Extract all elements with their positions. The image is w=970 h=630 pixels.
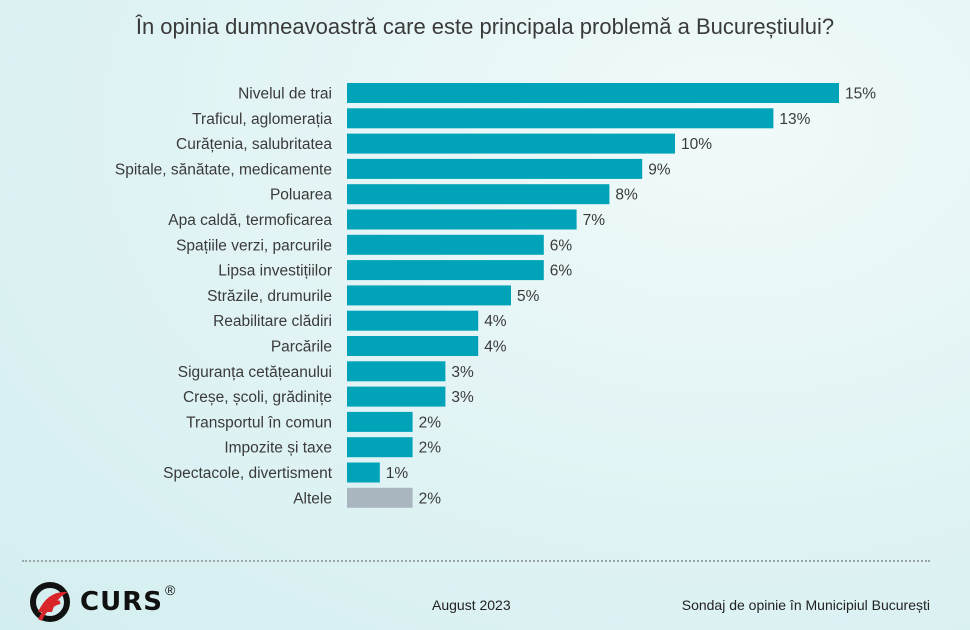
- bar: [347, 462, 380, 483]
- value-label: 3%: [451, 389, 474, 406]
- curs-logo-icon: [30, 582, 70, 622]
- value-label: 6%: [550, 237, 573, 254]
- value-label: 7%: [583, 212, 606, 229]
- bar: [347, 386, 446, 407]
- value-label: 9%: [648, 161, 671, 178]
- survey-source: Sondaj de opinie în Municipiul București: [681, 597, 930, 613]
- category-label: Transportul în comun: [186, 414, 332, 431]
- value-label: 4%: [484, 313, 507, 330]
- category-label: Parcările: [271, 339, 332, 356]
- category-label: Spectacole, divertisment: [163, 465, 333, 482]
- category-label: Altele: [293, 490, 332, 507]
- category-label: Curățenia, salubritatea: [176, 136, 332, 153]
- value-label: 8%: [615, 187, 638, 204]
- value-label: 5%: [517, 288, 540, 305]
- category-label: Apa caldă, termoficarea: [168, 212, 332, 229]
- bar: [347, 108, 774, 129]
- curs-logo: CURS ®: [30, 582, 175, 622]
- bar: [347, 285, 511, 306]
- logo-text: CURS: [80, 587, 163, 617]
- value-label: 2%: [419, 414, 442, 431]
- footer-divider: [22, 560, 930, 562]
- category-label: Creșe, școli, grădinițe: [183, 389, 332, 406]
- value-label: 13%: [779, 111, 810, 128]
- value-label: 4%: [484, 339, 507, 356]
- value-label: 10%: [681, 136, 712, 153]
- category-label: Spitale, sănătate, medicamente: [115, 161, 332, 178]
- value-label: 6%: [550, 263, 573, 280]
- category-label: Reabilitare clădiri: [213, 313, 332, 330]
- bar: [347, 133, 675, 154]
- bar: [347, 209, 577, 230]
- category-label: Poluarea: [270, 187, 332, 204]
- value-label: 15%: [845, 86, 876, 103]
- value-label: 2%: [419, 490, 442, 507]
- bar: [347, 437, 413, 458]
- bar: [347, 310, 479, 331]
- bar: [347, 83, 839, 103]
- category-label: Străzile, drumurile: [207, 288, 332, 305]
- category-label: Spațiile verzi, parcurile: [176, 237, 332, 254]
- category-label: Lipsa investițiilor: [218, 263, 332, 280]
- bar: [347, 234, 544, 255]
- registered-mark: ®: [164, 582, 176, 598]
- bar: [347, 184, 610, 205]
- category-label: Siguranța cetățeanului: [178, 364, 332, 381]
- category-label: Nivelul de trai: [238, 86, 332, 103]
- value-label: 2%: [419, 440, 442, 457]
- bar: [347, 361, 446, 382]
- bar: [347, 260, 544, 281]
- category-label: Traficul, aglomerația: [192, 111, 332, 128]
- value-label: 1%: [386, 465, 409, 482]
- bar: [347, 158, 643, 179]
- bar: [347, 487, 413, 508]
- bar: [347, 411, 413, 432]
- bar-chart: Nivelul de trai 15% Traficul, aglomerația 1…: [115, 83, 876, 508]
- bar: [347, 336, 479, 356]
- survey-date: August 2023: [432, 597, 511, 613]
- chart-title: În opinia dumneavoastră care este princi…: [135, 14, 835, 39]
- category-label: Impozite și taxe: [224, 440, 332, 457]
- value-label: 3%: [451, 364, 474, 381]
